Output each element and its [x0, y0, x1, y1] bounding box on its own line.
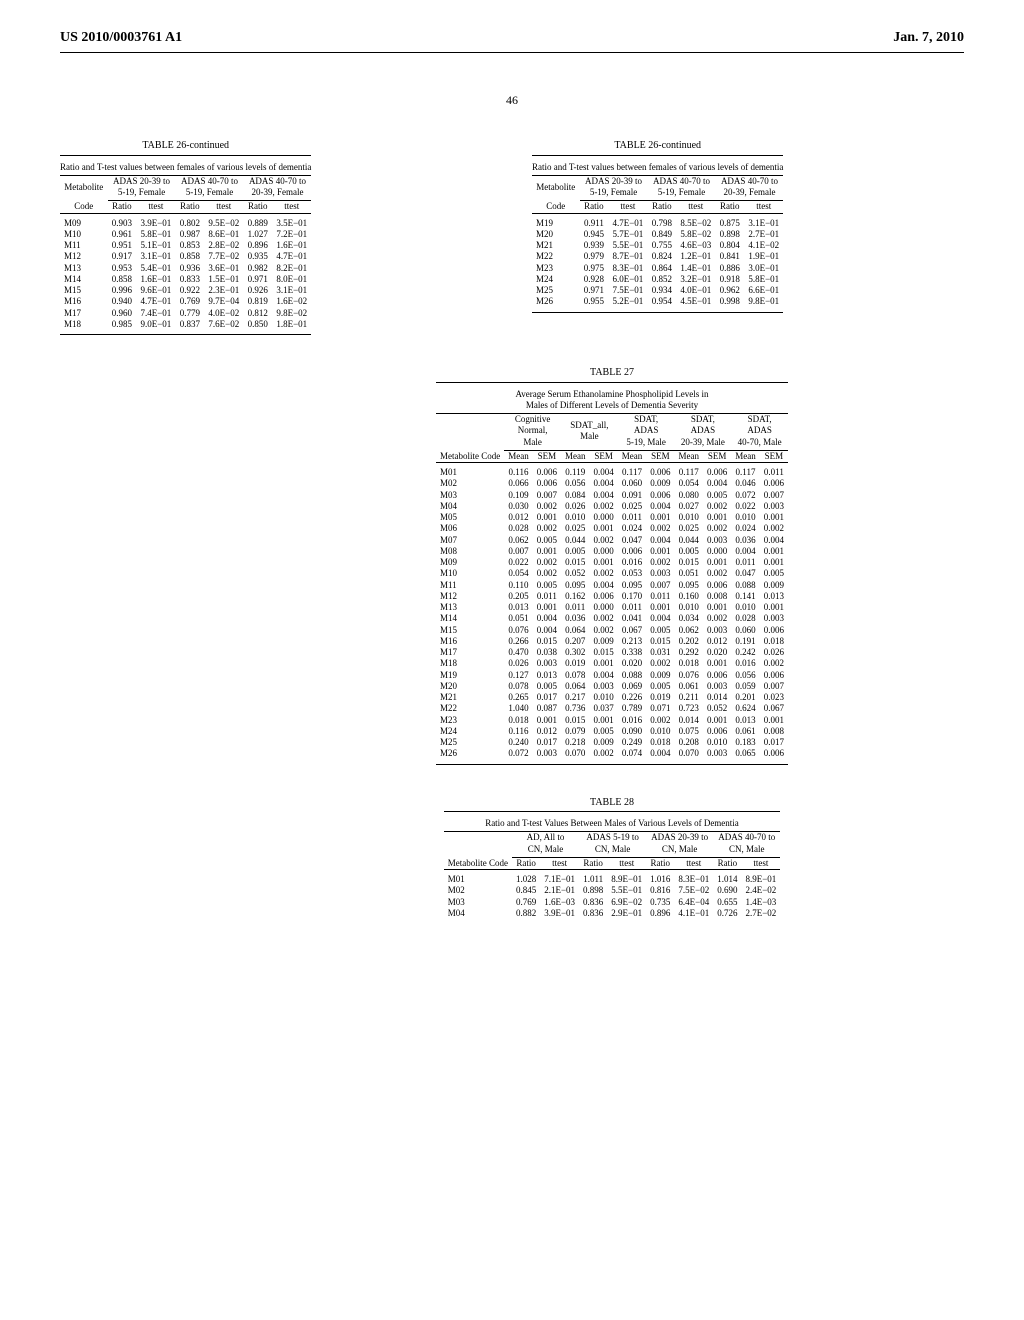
table-27-table: TABLE 27 Average Serum Ethanolamine Phosp…: [436, 365, 788, 765]
table-26-right: TABLE 26-continued Ratio and T-test value…: [532, 138, 964, 335]
table-row: M080.0070.0010.0050.0000.0060.0010.0050.…: [436, 546, 788, 557]
table-28-group: ADAS 20-39 toCN, Male: [646, 832, 713, 858]
table-26-group: ADAS 40-70 to20-39, Female: [715, 175, 783, 201]
table-28-group: AD, All toCN, Male: [512, 832, 579, 858]
table-26-group: ADAS 40-70 to20-39, Female: [243, 175, 311, 201]
table-27-caption: TABLE 27: [436, 365, 788, 382]
patent-header: US 2010/0003761 A1 Jan. 7, 2010: [60, 30, 964, 53]
table-row: M050.0120.0010.0100.0000.0110.0010.0100.…: [436, 512, 788, 523]
table-row: M190.9114.7E−010.7988.5E−020.8753.1E−01: [532, 218, 783, 229]
table-row: M240.1160.0120.0790.0050.0900.0100.0750.…: [436, 726, 788, 737]
table-row: M180.0260.0030.0190.0010.0200.0020.0180.…: [436, 658, 788, 669]
table-27-group: SDAT_all,Male: [561, 414, 618, 451]
table-row: M110.9515.1E−010.8532.8E−020.8961.6E−01: [60, 240, 311, 251]
table-28-table: TABLE 28 Ratio and T-test Values Between …: [444, 795, 781, 920]
table-27-group: CognitiveNormal,Male: [504, 414, 561, 451]
table-26-left: TABLE 26-continued Ratio and T-test value…: [60, 138, 492, 335]
table-26-caption: TABLE 26-continued: [532, 138, 783, 155]
table-row: M200.9455.7E−010.8495.8E−020.8982.7E−01: [532, 229, 783, 240]
table-26-caption: TABLE 26-continued: [60, 138, 311, 155]
table-28-group: ADAS 5-19 toCN, Male: [579, 832, 646, 858]
table-28: TABLE 28 Ratio and T-test Values Between …: [444, 795, 781, 920]
table-27-subtitle: Average Serum Ethanolamine Phospholipid …: [436, 387, 788, 414]
table-row: M120.9173.1E−010.8587.7E−020.9354.7E−01: [60, 251, 311, 262]
table-28-group: ADAS 40-70 toCN, Male: [713, 832, 780, 858]
table-row: M020.0660.0060.0560.0040.0600.0090.0540.…: [436, 478, 788, 489]
table-row: M170.9607.4E−010.7794.0E−020.8129.8E−02: [60, 308, 311, 319]
table-row: M230.9758.3E−010.8641.4E−010.8863.0E−01: [532, 263, 783, 274]
table-26-table: TABLE 26-continued Ratio and T-test value…: [532, 138, 783, 313]
table-row: M011.0287.1E−011.0118.9E−011.0168.3E−011…: [444, 874, 781, 885]
table-row: M190.1270.0130.0780.0040.0880.0090.0760.…: [436, 670, 788, 681]
table-26-group: ADAS 20-39 to5-19, Female: [108, 175, 176, 201]
table-row: M170.4700.0380.3020.0150.3380.0310.2920.…: [436, 647, 788, 658]
table-row: M070.0620.0050.0440.0020.0470.0040.0440.…: [436, 535, 788, 546]
table-row: M020.8452.1E−010.8985.5E−010.8167.5E−020…: [444, 885, 781, 896]
table-row: M160.9404.7E−010.7699.7E−040.8191.6E−02: [60, 296, 311, 307]
table-26-group: ADAS 20-39 to5-19, Female: [580, 175, 648, 201]
table-row: M120.2050.0110.1620.0060.1700.0110.1600.…: [436, 591, 788, 602]
table-row: M100.9615.8E−010.9878.6E−011.0277.2E−01: [60, 229, 311, 240]
patent-date: Jan. 7, 2010: [893, 30, 964, 46]
table-row: M210.2650.0170.2170.0100.2260.0190.2110.…: [436, 692, 788, 703]
table-row: M250.2400.0170.2180.0090.2490.0180.2080.…: [436, 737, 788, 748]
table-row: M030.1090.0070.0840.0040.0910.0060.0800.…: [436, 490, 788, 501]
table-28-caption: TABLE 28: [444, 795, 781, 812]
table-row: M160.2660.0150.2070.0090.2130.0150.2020.…: [436, 636, 788, 647]
table-row: M090.9033.9E−010.8029.5E−020.8893.5E−01: [60, 218, 311, 229]
table-row: M140.0510.0040.0360.0020.0410.0040.0340.…: [436, 613, 788, 624]
table-26-subtitle: Ratio and T-test values between females …: [532, 160, 783, 176]
table-27-group: SDAT,ADAS5-19, Male: [618, 414, 675, 451]
table-26-group: ADAS 40-70 to5-19, Female: [648, 175, 716, 201]
table-row: M220.9798.7E−010.8241.2E−010.8411.9E−01: [532, 251, 783, 262]
table-27: TABLE 27 Average Serum Ethanolamine Phosp…: [436, 365, 788, 765]
page-number: 46: [60, 93, 964, 108]
table-row: M150.0760.0040.0640.0020.0670.0050.0620.…: [436, 625, 788, 636]
table-row: M090.0220.0020.0150.0010.0160.0020.0150.…: [436, 557, 788, 568]
table-row: M221.0400.0870.7360.0370.7890.0710.7230.…: [436, 703, 788, 714]
patent-number: US 2010/0003761 A1: [60, 30, 182, 46]
table-row: M140.8581.6E−010.8331.5E−010.9718.0E−01: [60, 274, 311, 285]
table-row: M230.0180.0010.0150.0010.0160.0020.0140.…: [436, 715, 788, 726]
table-row: M150.9969.6E−010.9222.3E−010.9263.1E−01: [60, 285, 311, 296]
table-row: M030.7691.6E−030.8366.9E−020.7356.4E−040…: [444, 897, 781, 908]
table-26-subtitle: Ratio and T-test values between females …: [60, 160, 311, 176]
table-row: M010.1160.0060.1190.0040.1170.0060.1170.…: [436, 467, 788, 478]
table-26-group: ADAS 40-70 to5-19, Female: [176, 175, 244, 201]
table-row: M210.9395.5E−010.7554.6E−030.8044.1E−02: [532, 240, 783, 251]
table-row: M250.9717.5E−010.9344.0E−010.9626.6E−01: [532, 285, 783, 296]
table-row: M040.8823.9E−010.8362.9E−010.8964.1E−010…: [444, 908, 781, 919]
table-27-group: SDAT,ADAS20-39, Male: [675, 414, 732, 451]
table-row: M180.9859.0E−010.8377.6E−020.8501.8E−01: [60, 319, 311, 330]
table-row: M240.9286.0E−010.8523.2E−010.9185.8E−01: [532, 274, 783, 285]
table-row: M260.0720.0030.0700.0020.0740.0040.0700.…: [436, 748, 788, 759]
table-26-table: TABLE 26-continued Ratio and T-test value…: [60, 138, 311, 335]
table-row: M200.0780.0050.0640.0030.0690.0050.0610.…: [436, 681, 788, 692]
table-row: M100.0540.0020.0520.0020.0530.0030.0510.…: [436, 568, 788, 579]
table-row: M130.9535.4E−010.9363.6E−010.9828.2E−01: [60, 263, 311, 274]
table-27-group: SDAT,ADAS40-70, Male: [731, 414, 788, 451]
table-28-subtitle: Ratio and T-test Values Between Males of…: [444, 816, 781, 832]
table-row: M260.9555.2E−010.9544.5E−010.9989.8E−01: [532, 296, 783, 307]
table-row: M060.0280.0020.0250.0010.0240.0020.0250.…: [436, 523, 788, 534]
table-26-row: TABLE 26-continued Ratio and T-test value…: [60, 138, 964, 335]
table-row: M040.0300.0020.0260.0020.0250.0040.0270.…: [436, 501, 788, 512]
table-row: M130.0130.0010.0110.0000.0110.0010.0100.…: [436, 602, 788, 613]
table-row: M110.1100.0050.0950.0040.0950.0070.0950.…: [436, 580, 788, 591]
